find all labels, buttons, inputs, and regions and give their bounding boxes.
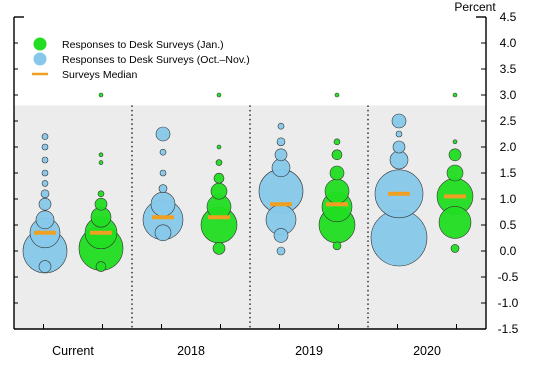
x-category-label: Current xyxy=(52,344,94,358)
data-bubble xyxy=(276,246,286,256)
legend-swatch xyxy=(33,52,47,66)
data-bubble xyxy=(41,180,49,187)
data-bubble xyxy=(448,148,462,162)
legend-label: Responses to Desk Surveys (Oct.–Nov.) xyxy=(62,54,250,66)
legend-label: Surveys Median xyxy=(62,69,137,81)
data-bubble xyxy=(370,209,428,267)
data-bubble xyxy=(97,190,105,198)
data-bubble xyxy=(324,178,350,204)
y-tick-label: -1.0 xyxy=(498,296,519,310)
data-bubble xyxy=(215,159,223,166)
data-bubble xyxy=(395,130,403,138)
data-bubble xyxy=(38,260,52,273)
data-bubble xyxy=(41,133,49,140)
data-bubble xyxy=(98,152,104,158)
data-bubble xyxy=(332,241,342,251)
data-bubble xyxy=(216,92,222,98)
data-bubble xyxy=(274,148,288,162)
data-bubble xyxy=(35,210,55,230)
data-bubble xyxy=(38,197,52,211)
y-tick-label: -0.5 xyxy=(498,270,519,284)
data-bubble xyxy=(213,172,225,184)
y-tick-label: 1.5 xyxy=(500,166,517,180)
data-bubble xyxy=(452,139,458,145)
data-bubble xyxy=(41,156,49,164)
data-bubble xyxy=(334,92,340,98)
data-bubble xyxy=(392,140,406,154)
data-bubble xyxy=(210,182,228,200)
data-bubble xyxy=(40,189,50,199)
data-bubble xyxy=(452,92,458,98)
data-bubble xyxy=(329,165,345,181)
data-bubble xyxy=(150,191,176,217)
data-bubble xyxy=(155,126,171,142)
x-category-label: 2018 xyxy=(177,344,205,358)
legend-label: Responses to Desk Surveys (Jan.) xyxy=(62,39,224,51)
data-bubble xyxy=(159,169,167,177)
data-bubble xyxy=(271,158,291,178)
data-bubble xyxy=(276,137,286,147)
y-tick-label: 1.0 xyxy=(500,192,517,206)
data-bubble xyxy=(391,113,407,129)
data-bubble xyxy=(212,242,226,255)
data-bubble xyxy=(277,122,285,130)
data-bubble xyxy=(41,143,49,151)
data-bubble xyxy=(95,261,107,272)
data-bubble xyxy=(438,206,472,239)
data-bubble xyxy=(216,144,222,150)
y-tick-label: 2.5 xyxy=(500,114,517,128)
data-bubble xyxy=(41,169,49,177)
y-tick-label: 2.0 xyxy=(500,140,517,154)
data-bubble xyxy=(158,184,168,193)
y-tick-label: 3.0 xyxy=(500,88,517,102)
y-tick-label: 0.5 xyxy=(500,218,517,232)
data-bubble xyxy=(273,228,289,243)
data-bubble xyxy=(154,224,172,242)
y-tick-label: 0.0 xyxy=(500,244,517,258)
x-category-label: 2020 xyxy=(413,344,441,358)
y-tick-label: -1.5 xyxy=(498,322,519,336)
unit-label: Percent xyxy=(454,0,496,14)
data-bubble xyxy=(94,197,108,211)
data-bubble xyxy=(331,149,343,161)
data-bubble xyxy=(450,244,460,253)
y-tick-label: 4.0 xyxy=(500,36,517,50)
data-bubble xyxy=(98,92,104,98)
data-bubble xyxy=(98,160,104,165)
y-tick-label: 3.5 xyxy=(500,62,517,76)
data-bubble xyxy=(446,164,464,182)
y-tick-label: 4.5 xyxy=(500,10,517,24)
data-bubble xyxy=(333,138,341,146)
data-bubble xyxy=(389,150,409,170)
x-category-label: 2019 xyxy=(295,344,323,358)
data-bubble xyxy=(159,148,167,156)
legend-swatch xyxy=(33,37,47,51)
